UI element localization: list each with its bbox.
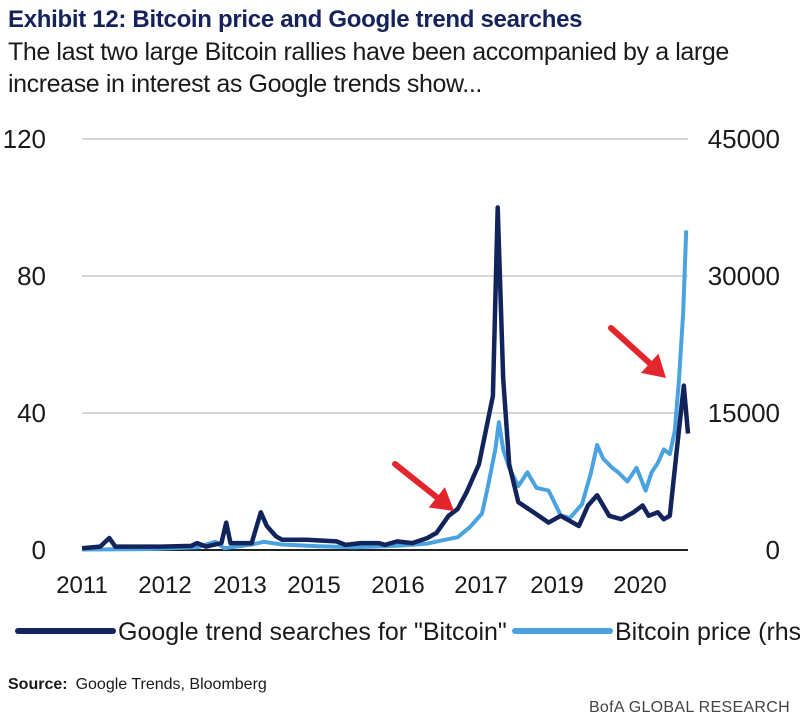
arrow-2020-rally bbox=[608, 325, 666, 378]
svg-text:Google trend searches for "Bit: Google trend searches for "Bitcoin" bbox=[118, 618, 507, 646]
x-tick-label: 2015 bbox=[287, 572, 340, 599]
x-tick-label: 2013 bbox=[213, 572, 266, 599]
x-tick-label: 2012 bbox=[138, 572, 191, 599]
x-tick-label: 2016 bbox=[371, 572, 424, 599]
chart-subtitle: The last two large Bitcoin rallies have … bbox=[8, 38, 729, 98]
series-google-trend bbox=[81, 205, 691, 551]
right-tick-label: 45000 bbox=[708, 124, 780, 154]
x-axis: 2011 2012 2013 2015 2016 2017 2019 2020 bbox=[56, 572, 667, 599]
x-tick-label: 2017 bbox=[454, 572, 507, 599]
left-tick-label: 40 bbox=[17, 398, 46, 428]
source-note: Source: Google Trends, Bloomberg bbox=[8, 676, 267, 694]
legend-bitcoin-price: Bitcoin price (rhs) bbox=[512, 618, 800, 646]
right-tick-label: 15000 bbox=[708, 398, 780, 428]
series-bitcoin-price bbox=[81, 230, 689, 552]
series-layer bbox=[81, 205, 691, 552]
right-axis: 0 15000 30000 45000 bbox=[708, 124, 780, 565]
left-tick-label: 120 bbox=[3, 124, 46, 154]
left-tick-label: 80 bbox=[17, 261, 46, 291]
right-tick-label: 0 bbox=[766, 535, 780, 565]
arrow-2017-rally bbox=[392, 461, 454, 511]
x-tick-label: 2019 bbox=[530, 572, 583, 599]
x-tick-label: 2011 bbox=[56, 572, 108, 599]
legend: Google trend searches for "Bitcoin" Bitco… bbox=[15, 618, 800, 646]
source-text: Google Trends, Bloomberg bbox=[75, 676, 267, 693]
right-tick-label: 30000 bbox=[708, 261, 780, 291]
brand-watermark: BofA GLOBAL RESEARCH bbox=[588, 699, 790, 716]
gridlines bbox=[82, 138, 688, 551]
legend-google-trend: Google trend searches for "Bitcoin" bbox=[15, 618, 507, 646]
left-tick-label: 0 bbox=[32, 535, 46, 565]
left-axis: 0 40 80 120 bbox=[3, 124, 46, 565]
x-tick-label: 2020 bbox=[613, 572, 666, 599]
chart-title: Exhibit 12: Bitcoin price and Google tre… bbox=[8, 6, 583, 33]
annotation-arrows bbox=[392, 325, 666, 511]
svg-text:Bitcoin price (rhs): Bitcoin price (rhs) bbox=[615, 618, 800, 646]
source-label: Source: bbox=[8, 676, 68, 693]
